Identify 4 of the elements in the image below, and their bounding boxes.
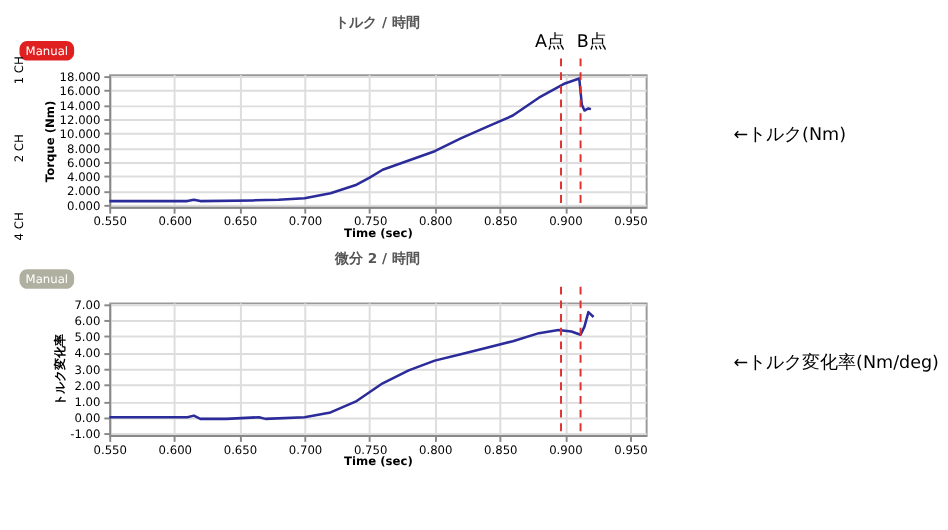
text: ←トルク(Nm) bbox=[733, 125, 846, 146]
ref-line-label: A点 bbox=[534, 30, 565, 53]
text: ←トルク変化率(Nm/deg) bbox=[733, 351, 939, 374]
ref-line-label: B点 bbox=[576, 30, 607, 53]
